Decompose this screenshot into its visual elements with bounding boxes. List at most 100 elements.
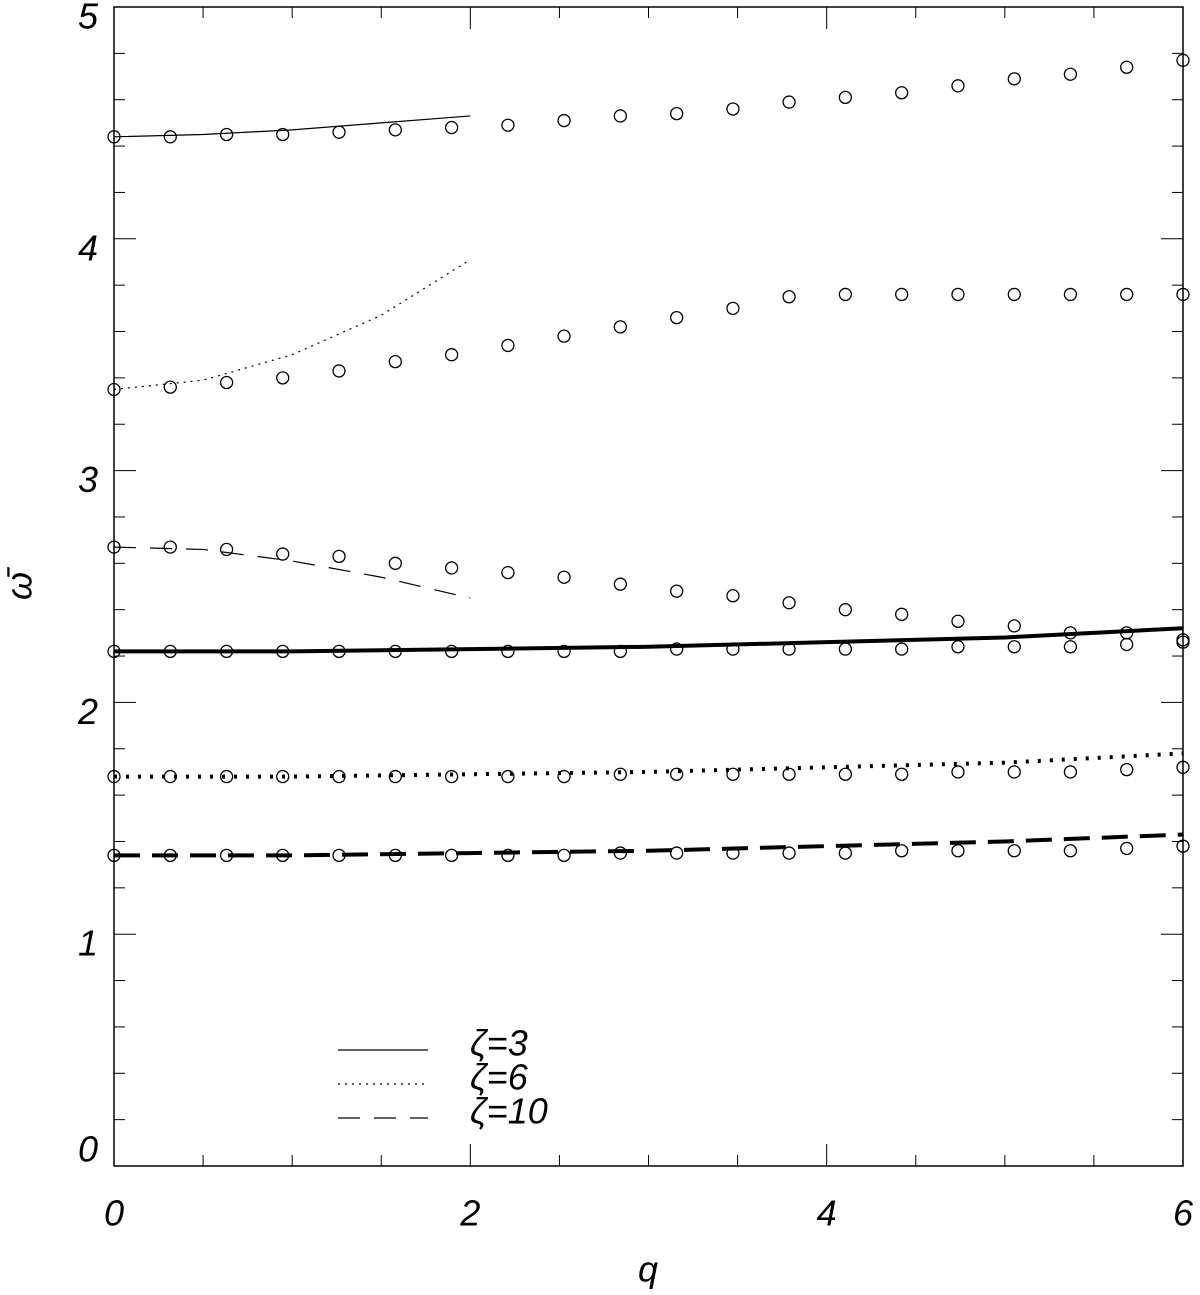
marker <box>388 769 402 784</box>
marker <box>951 844 965 858</box>
marker <box>951 640 965 654</box>
legend-label: ζ=10 <box>470 1091 548 1132</box>
marker <box>557 769 571 784</box>
marker <box>276 127 290 142</box>
marker <box>501 769 515 784</box>
x-tick-label: 0 <box>104 1193 124 1234</box>
marker <box>895 607 909 621</box>
marker <box>895 767 909 781</box>
marker <box>613 767 627 781</box>
marker <box>782 290 796 304</box>
marker <box>838 603 853 617</box>
marker <box>670 106 684 121</box>
marker <box>1120 637 1134 652</box>
marker <box>444 348 459 362</box>
marker <box>388 355 402 369</box>
series-line <box>113 546 471 599</box>
marker <box>782 767 796 781</box>
marker <box>332 364 346 378</box>
marker <box>163 130 177 144</box>
marker <box>276 547 290 561</box>
marker <box>1176 287 1190 302</box>
marker <box>1007 640 1021 654</box>
marker <box>557 570 571 584</box>
y-axis-label: ω̄ <box>0 566 40 600</box>
marker <box>1063 67 1078 81</box>
marker <box>219 127 234 142</box>
marker <box>726 102 740 116</box>
marker <box>1063 765 1078 779</box>
marker <box>951 287 965 302</box>
marker <box>332 549 346 564</box>
marker <box>1120 841 1134 856</box>
marker <box>219 769 234 784</box>
marker <box>1120 762 1134 777</box>
legend-label: ζ=3 <box>470 1023 528 1064</box>
marker <box>388 123 402 137</box>
marker <box>557 848 571 863</box>
marker <box>557 644 571 659</box>
marker <box>838 287 853 302</box>
marker <box>1063 844 1078 858</box>
marker <box>107 769 121 784</box>
marker <box>444 644 459 659</box>
marker <box>670 642 684 656</box>
x-axis-label: q <box>638 1249 658 1290</box>
marker <box>1120 60 1134 74</box>
marker <box>107 382 121 397</box>
marker <box>501 118 515 132</box>
marker <box>838 767 853 781</box>
y-tick-label: 5 <box>78 0 99 37</box>
marker <box>219 375 234 390</box>
marker <box>501 565 515 580</box>
marker <box>670 584 684 598</box>
marker <box>895 287 909 302</box>
marker <box>726 301 740 315</box>
marker <box>1007 619 1021 633</box>
marker <box>782 846 796 860</box>
marker <box>895 86 909 100</box>
marker <box>613 109 627 123</box>
marker <box>557 113 571 128</box>
marker <box>670 767 684 781</box>
marker <box>895 844 909 858</box>
plot-frame <box>113 6 1184 1167</box>
series-line <box>114 832 1184 858</box>
marker <box>276 769 290 784</box>
series-line <box>113 259 471 391</box>
series-line <box>113 115 471 138</box>
marker <box>1176 53 1190 67</box>
marker <box>613 320 627 334</box>
marker <box>1007 287 1021 302</box>
marker <box>782 95 796 109</box>
marker <box>670 310 684 325</box>
y-tick-label: 3 <box>78 459 98 500</box>
series-line <box>114 751 1184 779</box>
marker <box>838 642 853 656</box>
marker <box>1176 760 1190 774</box>
marker <box>444 561 459 575</box>
marker <box>838 846 853 860</box>
y-tick-label: 0 <box>78 1129 98 1170</box>
marker <box>444 769 459 784</box>
marker <box>1007 844 1021 858</box>
marker <box>670 846 684 860</box>
series-line <box>114 626 1184 654</box>
marker <box>1063 287 1078 302</box>
marker <box>726 589 740 603</box>
marker <box>501 338 515 353</box>
marker <box>951 79 965 93</box>
y-tick-label: 2 <box>77 691 98 732</box>
x-tick-label: 6 <box>1173 1193 1194 1234</box>
marker <box>388 556 402 570</box>
marker <box>1176 839 1190 853</box>
marker <box>1063 640 1078 654</box>
marker <box>895 642 909 656</box>
legend-label: ζ=6 <box>470 1057 529 1098</box>
y-tick-label: 4 <box>78 227 98 268</box>
marker <box>444 848 459 863</box>
marker <box>782 596 796 610</box>
marker <box>838 90 853 105</box>
marker <box>501 848 515 863</box>
